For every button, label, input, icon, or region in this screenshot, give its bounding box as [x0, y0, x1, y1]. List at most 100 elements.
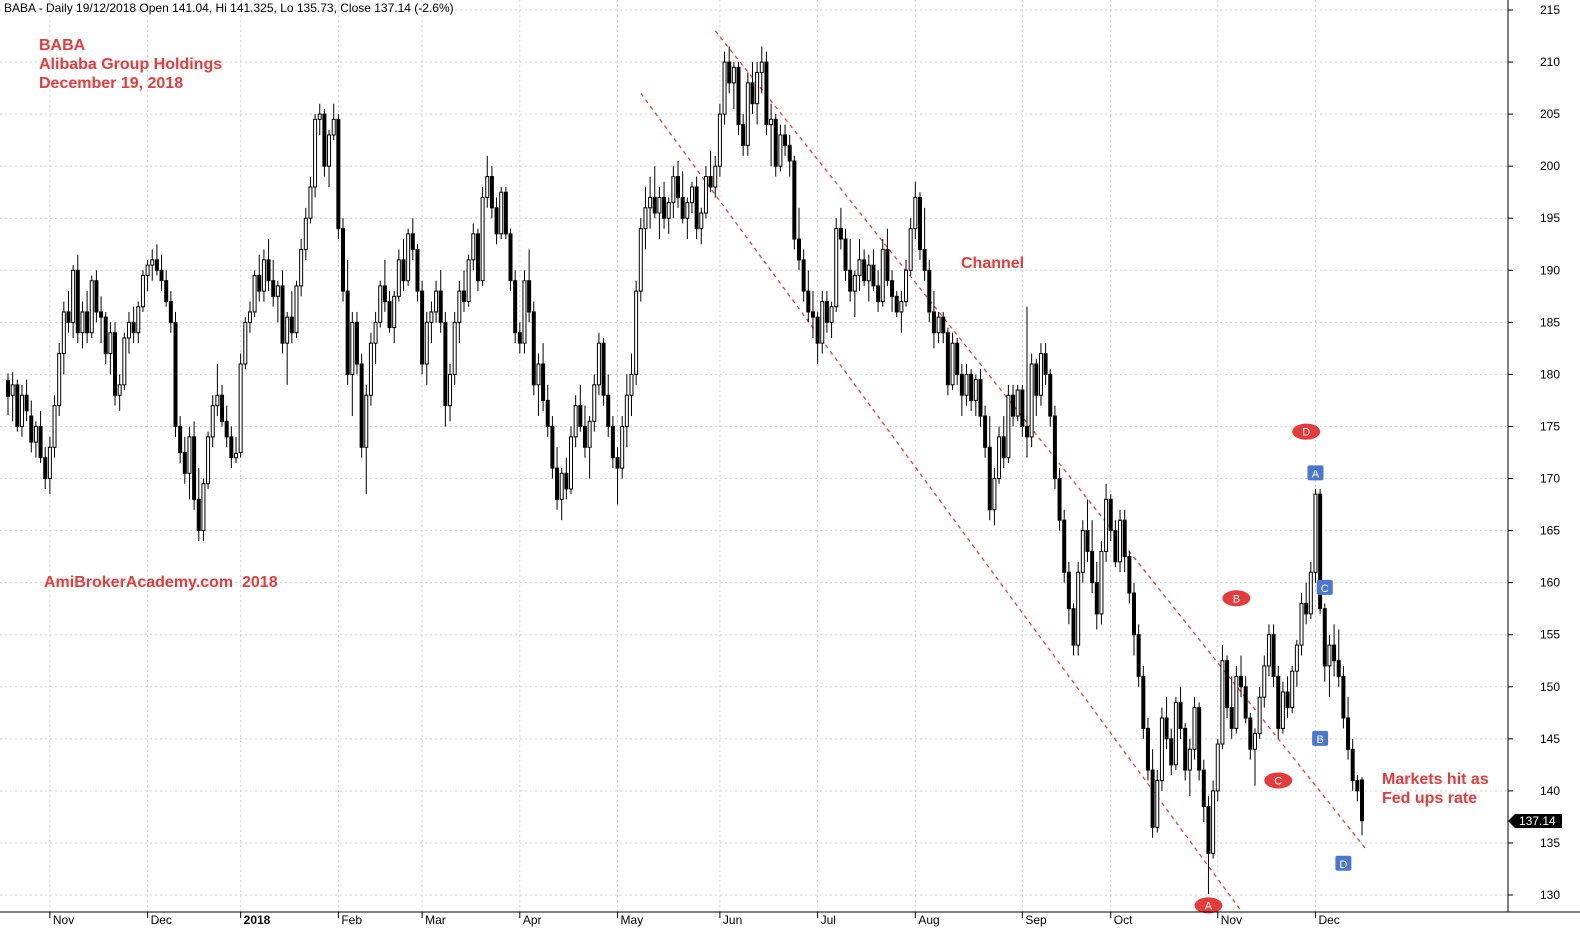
candle-2018-06-26 — [796, 207, 801, 271]
candle-body — [1220, 660, 1225, 745]
candle-body — [992, 478, 997, 511]
candle-body — [1043, 353, 1048, 375]
candle-body — [606, 394, 611, 427]
candle-body — [429, 311, 434, 323]
candle-2018-10-05 — [1127, 551, 1132, 604]
candle-body — [438, 290, 443, 323]
candle-body — [1104, 498, 1109, 552]
candle-body — [494, 207, 499, 235]
candle-body — [1276, 675, 1281, 729]
y-tick-label-155: 155 — [1540, 628, 1560, 642]
candle-body — [1062, 519, 1067, 573]
candle-2017-12-20 — [206, 431, 211, 489]
candle-body — [229, 436, 234, 459]
candle-2018-02-08 — [359, 353, 364, 458]
candle-2018-08-20 — [973, 374, 978, 417]
candle-2018-06-18 — [769, 103, 774, 167]
candle-2018-05-03 — [624, 374, 629, 448]
candle-body — [201, 483, 206, 532]
red-marker-oval — [1292, 423, 1321, 440]
candle-2018-10-31 — [1211, 780, 1216, 859]
candle-2018-01-10 — [266, 239, 271, 292]
candle-body — [1118, 519, 1123, 563]
candle-2018-08-23 — [987, 416, 992, 521]
candle-2018-07-25 — [890, 270, 895, 312]
candle-body — [182, 452, 187, 474]
candle-2017-10-23 — [15, 379, 20, 432]
candle-2018-10-04 — [1122, 509, 1127, 573]
candle-2017-12-18 — [196, 468, 201, 541]
candle-2017-10-25 — [24, 379, 29, 422]
candle-body — [220, 394, 225, 422]
candle-2018-08-07 — [931, 291, 936, 349]
candle-body — [359, 363, 364, 448]
candle-2018-10-03 — [1118, 509, 1123, 573]
candle-body — [517, 332, 522, 344]
candle-body — [783, 134, 788, 146]
candle-2018-03-02 — [424, 311, 429, 385]
candle-2018-02-20 — [392, 291, 397, 344]
candle-2018-10-10 — [1141, 665, 1146, 739]
candle-body — [387, 301, 392, 329]
candle-2018-09-25 — [1090, 520, 1095, 594]
candle-2018-10-29 — [1201, 759, 1206, 823]
candle-body — [1248, 717, 1253, 750]
candle-2018-03-22 — [489, 166, 494, 219]
candle-body — [796, 238, 801, 261]
candle-body — [755, 71, 760, 105]
candle-body — [778, 134, 783, 167]
candle-2018-05-15 — [662, 181, 667, 229]
candle-body — [1225, 660, 1230, 709]
red-marker-oval — [1222, 590, 1251, 607]
candle-2017-12-08 — [168, 291, 173, 333]
candle-2018-02-27 — [415, 244, 420, 302]
y-tick-label-185: 185 — [1540, 315, 1560, 329]
candle-2018-05-10 — [648, 176, 653, 229]
candle-2018-05-09 — [643, 187, 648, 250]
candle-body — [950, 342, 955, 386]
candle-2018-08-10 — [945, 327, 950, 396]
candle-body — [699, 212, 704, 230]
candle-2018-07-03 — [820, 291, 825, 354]
candle-body — [485, 176, 490, 198]
candle-body — [1299, 602, 1304, 646]
candle-2018-06-07 — [736, 62, 741, 135]
pattern-markers: A B C D A B C D — [1194, 423, 1352, 914]
candle-2018-02-14 — [378, 280, 383, 328]
candle-2018-01-24 — [308, 176, 313, 224]
candle-body — [820, 301, 825, 344]
candle-body — [587, 420, 592, 448]
x-tick-label-8: Jul — [821, 913, 836, 927]
candle-body — [382, 285, 387, 303]
candle-2018-07-09 — [834, 218, 839, 312]
candle-body — [252, 275, 257, 313]
candle-body — [722, 61, 727, 115]
candle-2018-01-25 — [313, 114, 318, 198]
candle-body — [997, 436, 1002, 480]
candle-2018-12-03 — [1313, 488, 1318, 583]
candle-body — [527, 280, 532, 313]
candle-2018-09-04 — [1020, 384, 1025, 437]
candle-body — [1360, 779, 1364, 822]
candle-2018-11-28 — [1299, 593, 1304, 656]
candle-body — [885, 248, 890, 282]
candle-2018-11-07 — [1234, 665, 1239, 734]
candle-body — [424, 321, 429, 365]
candle-2017-12-29 — [233, 436, 238, 463]
candle-body — [1252, 733, 1257, 750]
candle-body — [140, 275, 145, 308]
candle-body — [85, 311, 90, 334]
candle-2018-02-05 — [345, 259, 350, 385]
candle-2018-09-06 — [1029, 353, 1034, 448]
candle-2018-08-29 — [1006, 384, 1011, 463]
x-tick-label-2: 2018 — [244, 913, 271, 927]
candle-2017-11-08 — [71, 265, 76, 338]
candle-body — [1313, 493, 1318, 573]
candle-2018-01-08 — [257, 254, 262, 302]
x-tick-label-3: Feb — [341, 913, 362, 927]
channel-line-lower — [640, 92, 1242, 912]
candle-body — [1322, 608, 1327, 667]
candle-body — [550, 425, 555, 469]
candle-body — [113, 332, 118, 396]
candle-body — [266, 259, 271, 282]
